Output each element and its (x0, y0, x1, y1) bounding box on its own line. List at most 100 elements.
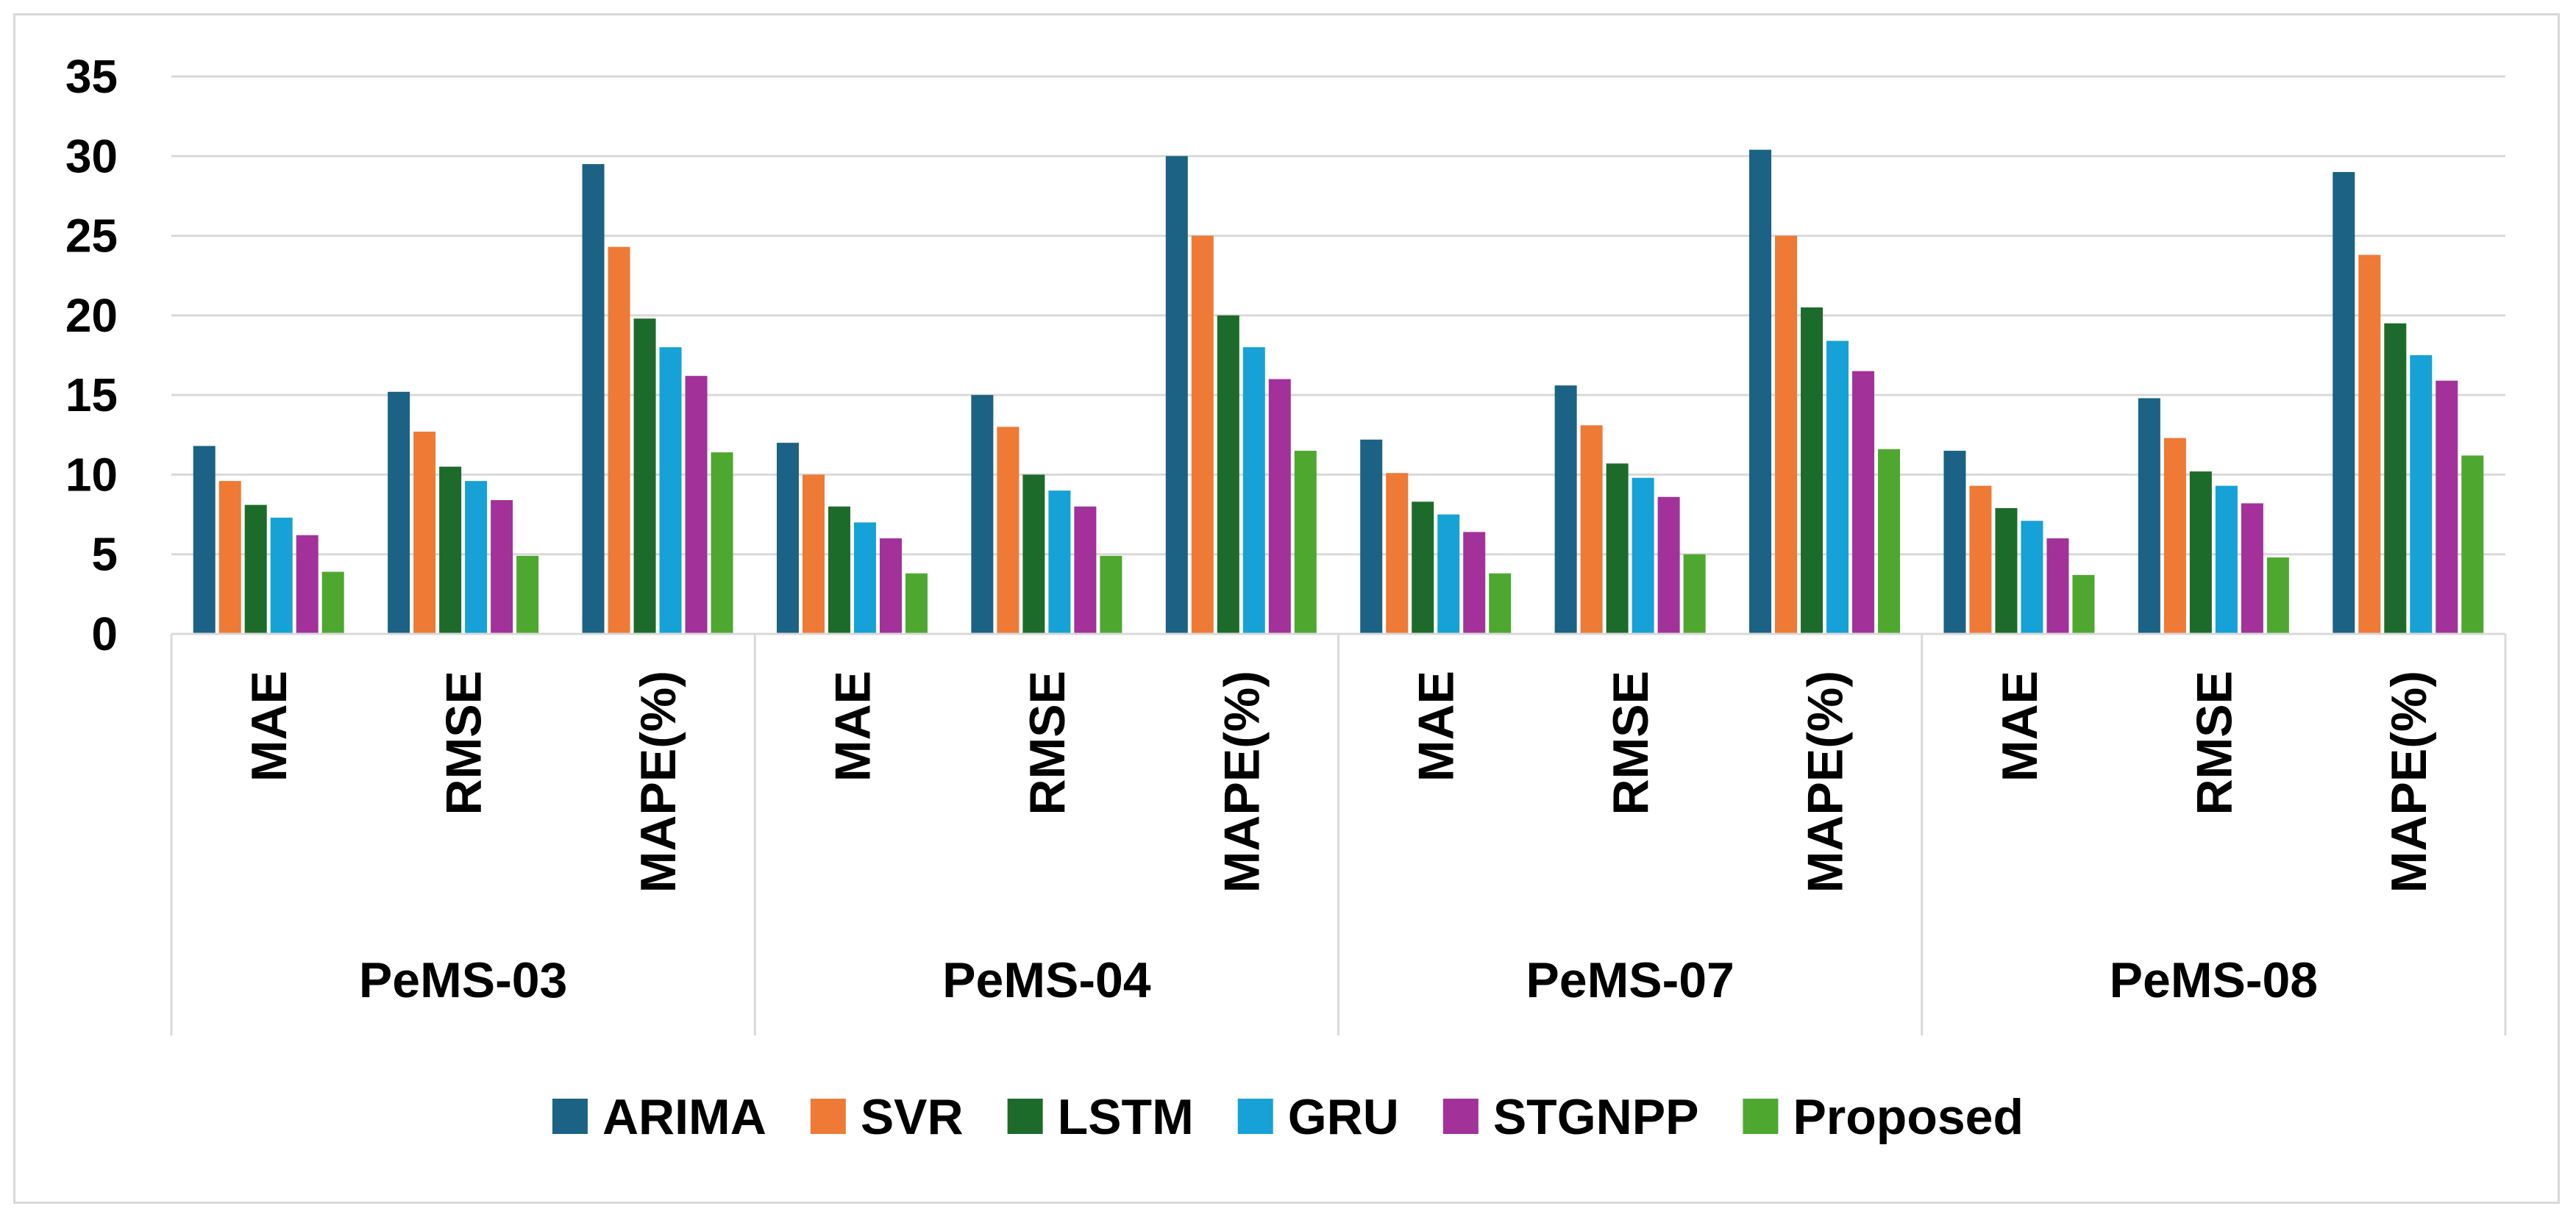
bar-lstm-5 (1217, 315, 1239, 634)
bar-proposed-6 (1489, 573, 1512, 634)
bar-gru-8 (1826, 340, 1849, 634)
y-tick-label-25: 25 (65, 210, 118, 263)
bar-lstm-8 (1801, 307, 1824, 634)
bar-lstm-3 (828, 506, 850, 634)
x-tick-label-1: RMSE (436, 671, 492, 815)
bar-gru-7 (1632, 477, 1654, 634)
bar-stgnpp-11 (2436, 380, 2458, 634)
bar-stgnpp-4 (1074, 506, 1097, 634)
bar-gru-5 (1242, 347, 1265, 634)
bar-svr-2 (608, 246, 630, 634)
bar-stgnpp-6 (1463, 532, 1486, 634)
group-label-pems-03: PeMS-03 (359, 952, 567, 1008)
legend-swatch-svr (810, 1099, 846, 1134)
legend-item-gru: GRU (1237, 1089, 1399, 1145)
y-tick-label-0: 0 (91, 607, 118, 660)
bars (193, 149, 2484, 635)
bar-lstm-4 (1022, 474, 1045, 634)
bar-arima-1 (388, 391, 410, 634)
bar-gru-6 (1437, 514, 1460, 634)
bar-svr-8 (1775, 235, 1798, 635)
legend-label-stgnpp: STGNPP (1493, 1089, 1699, 1145)
bar-gru-11 (2410, 355, 2433, 634)
legend-label-lstm: LSTM (1058, 1089, 1194, 1145)
x-tick-label-7: RMSE (1603, 671, 1659, 815)
bar-stgnpp-1 (491, 500, 513, 634)
bar-arima-2 (582, 164, 605, 635)
bar-svr-3 (802, 474, 825, 634)
x-tick-label-3: MAE (825, 671, 880, 782)
bar-svr-7 (1580, 425, 1603, 634)
x-tick-label-11: MAPE(%) (2381, 671, 2437, 893)
x-tick-label-4: RMSE (1020, 671, 1075, 815)
group-label-pems-07: PeMS-07 (1526, 952, 1734, 1008)
legend-swatch-stgnpp (1442, 1099, 1479, 1134)
x-tick-label-10: RMSE (2186, 671, 2242, 815)
bar-svr-0 (218, 481, 241, 634)
bar-gru-10 (2215, 485, 2238, 634)
bar-stgnpp-5 (1268, 379, 1291, 634)
bar-arima-4 (971, 395, 994, 634)
group-label-pems-04: PeMS-04 (942, 952, 1151, 1008)
bar-stgnpp-8 (1852, 371, 1875, 634)
bar-lstm-9 (1995, 507, 2018, 634)
legend-item-svr: SVR (810, 1089, 964, 1145)
bar-proposed-0 (321, 571, 344, 634)
bar-proposed-10 (2266, 557, 2289, 634)
bar-proposed-9 (2072, 574, 2095, 634)
bar-svr-1 (413, 431, 436, 634)
bar-arima-11 (2333, 171, 2355, 634)
bar-stgnpp-2 (685, 376, 708, 634)
bar-arima-6 (1360, 439, 1383, 634)
legend-swatch-gru (1237, 1099, 1273, 1134)
bar-gru-0 (270, 517, 293, 634)
y-axis: 0 5 10 15 20 25 30 35 (65, 50, 118, 660)
bar-stgnpp-0 (296, 535, 319, 634)
bar-svr-10 (2163, 438, 2186, 634)
bar-proposed-4 (1100, 555, 1122, 634)
bar-arima-5 (1165, 156, 1188, 635)
bar-proposed-8 (1878, 449, 1901, 634)
legend-label-proposed: Proposed (1793, 1089, 2024, 1145)
bar-lstm-7 (1606, 463, 1629, 634)
legend-label-gru: GRU (1288, 1089, 1399, 1145)
bar-svr-5 (1191, 235, 1214, 635)
y-tick-label-10: 10 (65, 448, 118, 501)
bar-lstm-2 (633, 318, 656, 634)
bar-gru-1 (465, 481, 488, 634)
bar-arima-7 (1554, 385, 1577, 634)
legend-item-stgnpp: STGNPP (1442, 1089, 1699, 1145)
bar-proposed-7 (1683, 554, 1706, 634)
bar-arima-8 (1749, 149, 1772, 634)
x-tick-label-0: MAE (241, 671, 297, 782)
bar-lstm-6 (1412, 502, 1434, 634)
bar-lstm-1 (439, 466, 462, 634)
bar-gru-2 (659, 347, 682, 634)
bar-arima-0 (193, 446, 216, 634)
legend-label-svr: SVR (861, 1089, 964, 1145)
bar-stgnpp-9 (2046, 538, 2069, 634)
bar-gru-3 (853, 522, 876, 634)
bar-proposed-2 (711, 452, 733, 634)
bar-arima-3 (776, 443, 799, 634)
legend-swatch-proposed (1743, 1099, 1779, 1134)
legend-item-arima: ARIMA (552, 1089, 766, 1145)
bar-arima-9 (1943, 450, 1966, 634)
bar-arima-10 (2138, 398, 2160, 634)
legend-swatch-lstm (1007, 1099, 1043, 1134)
x-tick-label-5: MAPE(%) (1214, 671, 1270, 893)
legend-swatch-arima (552, 1099, 588, 1134)
legend-item-proposed: Proposed (1743, 1089, 2024, 1145)
bar-stgnpp-7 (1657, 496, 1680, 634)
bar-proposed-3 (905, 573, 928, 634)
legend-item-lstm: LSTM (1007, 1089, 1194, 1145)
bar-svr-9 (1969, 485, 1992, 634)
x-tick-label-6: MAE (1409, 671, 1465, 782)
bar-gru-4 (1048, 491, 1071, 634)
y-tick-label-30: 30 (65, 129, 118, 182)
y-tick-label-20: 20 (65, 289, 118, 342)
bar-stgnpp-3 (879, 538, 902, 634)
bar-svr-4 (997, 427, 1020, 634)
bar-lstm-10 (2189, 471, 2212, 634)
